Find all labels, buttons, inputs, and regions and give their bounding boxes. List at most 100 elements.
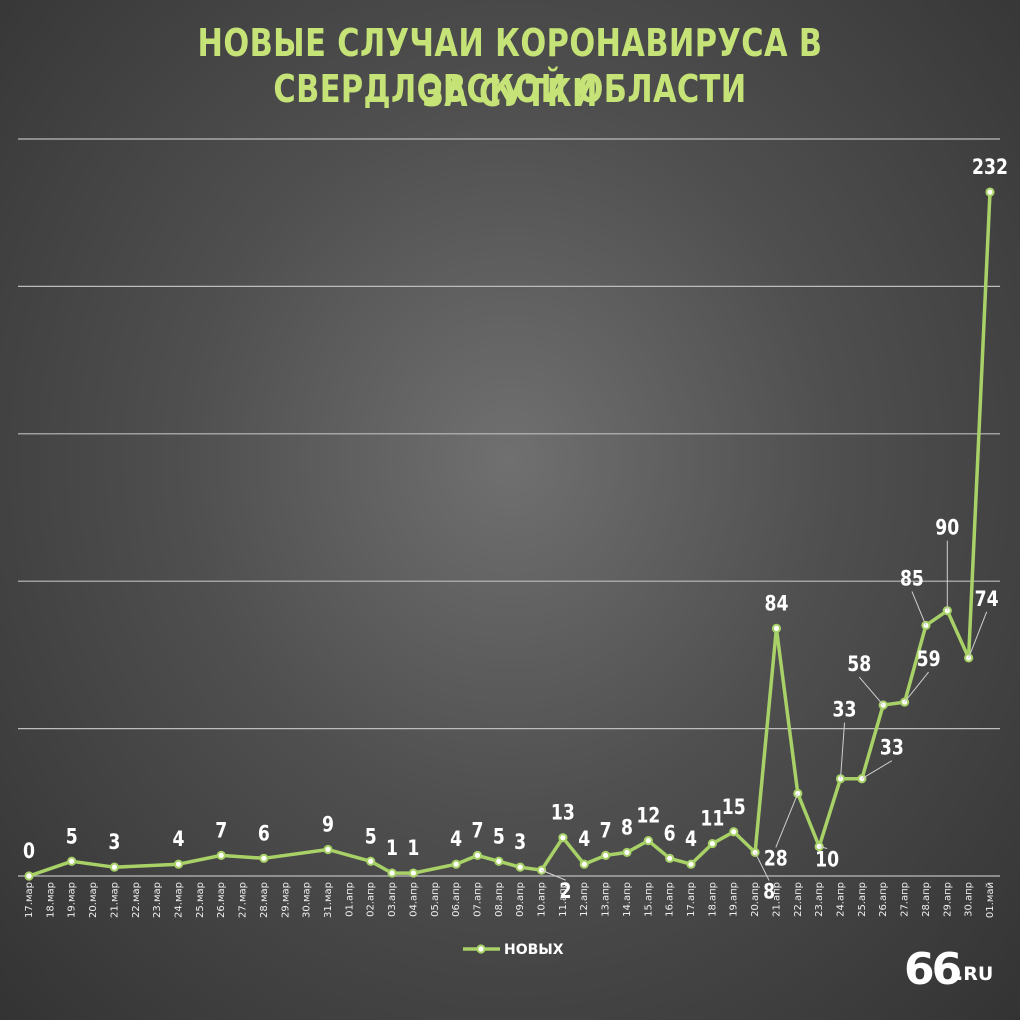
- x-tick-label: 30.апр: [964, 882, 975, 917]
- x-tick-label: 26.апр: [878, 882, 889, 917]
- x-tick-label: 13.апр: [601, 882, 612, 917]
- x-tick-label: 09.апр: [515, 882, 526, 917]
- x-tick-label: 17.мар: [24, 882, 35, 918]
- legend-label: НОВЫХ: [504, 942, 564, 958]
- x-tick-label: 02.апр: [366, 882, 377, 917]
- data-point: [622, 847, 632, 858]
- data-label: 3: [108, 829, 120, 854]
- data-label: 33: [833, 697, 857, 722]
- x-tick-label: 01.апр: [344, 882, 355, 917]
- data-label: 4: [172, 827, 184, 852]
- data-label: 85: [900, 566, 924, 591]
- data-label: 13: [551, 800, 575, 825]
- x-tick-label: 11.апр: [558, 882, 569, 917]
- data-point: [771, 623, 782, 633]
- x-tick-label: 10.апр: [537, 882, 548, 917]
- data-label: 7: [600, 818, 612, 843]
- data-point: [408, 868, 418, 878]
- data-label: 90: [935, 515, 959, 540]
- data-label: 6: [664, 821, 676, 846]
- x-tick-label: 22.мар: [131, 882, 142, 918]
- x-tick-label: 29.апр: [942, 882, 953, 917]
- data-label: 8: [763, 879, 775, 904]
- data-point: [921, 620, 931, 631]
- x-tick-label: 21.апр: [771, 882, 782, 917]
- data-label-leader: [858, 676, 884, 706]
- data-label: 6: [258, 821, 270, 846]
- data-label: 12: [636, 803, 660, 828]
- x-tick-label: 27.мар: [238, 882, 249, 918]
- x-tick-label: 03.апр: [387, 882, 398, 917]
- data-label: 232: [972, 154, 1008, 179]
- data-label-leader: [904, 671, 929, 703]
- data-point: [323, 844, 333, 855]
- x-tick-label: 20.апр: [750, 882, 761, 917]
- data-label: 28: [764, 846, 788, 871]
- data-label: 1: [407, 835, 419, 860]
- x-tick-label: 08.апр: [494, 882, 505, 917]
- data-label: 74: [975, 586, 999, 611]
- series-line: [28, 192, 992, 878]
- data-point: [665, 853, 675, 863]
- data-label: 5: [66, 824, 78, 849]
- x-tick-label: 29.мар: [280, 882, 291, 918]
- data-label-leader: [775, 793, 799, 848]
- data-point: [558, 833, 568, 843]
- x-tick-label: 18.апр: [707, 882, 718, 917]
- x-tick-label: 12.апр: [579, 882, 590, 917]
- data-point: [387, 868, 397, 878]
- data-label: 11: [700, 806, 724, 831]
- data-point: [24, 871, 34, 881]
- x-tick-label: 25.мар: [195, 882, 206, 918]
- data-label-leader: [541, 869, 566, 881]
- legend-marker-swatch: [476, 944, 486, 954]
- data-point: [216, 850, 226, 860]
- data-label: 5: [365, 824, 377, 849]
- x-tick-label: 31.мар: [323, 882, 334, 918]
- data-label: 33: [880, 735, 904, 760]
- data-point: [451, 859, 461, 869]
- x-tick-label: 23.мар: [152, 882, 163, 918]
- x-tick-label: 27.апр: [900, 882, 911, 917]
- x-tick-label: 26.мар: [216, 882, 227, 918]
- x-tick-label: 07.апр: [472, 882, 483, 917]
- data-label: 1: [386, 835, 398, 860]
- data-point: [366, 856, 376, 866]
- data-point: [686, 859, 696, 869]
- data-point: [601, 850, 611, 860]
- data-point: [515, 862, 525, 872]
- x-tick-label: 01.май: [985, 882, 996, 918]
- data-label: 59: [917, 646, 941, 671]
- data-point: [707, 838, 717, 849]
- data-label-leader: [840, 722, 846, 779]
- x-tick-label: 18.мар: [45, 882, 56, 918]
- x-tick-label: 20.мар: [88, 882, 99, 918]
- x-tick-label: 24.апр: [836, 882, 847, 917]
- x-tick-label: 30.мар: [302, 882, 313, 918]
- data-label: 9: [322, 812, 334, 837]
- x-tick-label: 28.мар: [259, 882, 270, 918]
- data-label: 15: [722, 794, 746, 819]
- data-label: 2: [560, 878, 572, 903]
- data-label: 4: [450, 827, 462, 852]
- x-tick-label: 28.апр: [921, 882, 932, 917]
- logo-suffix: .RU: [956, 963, 994, 985]
- x-tick-label: 17.апр: [686, 882, 697, 917]
- chart-title-line-2: ЗА СУТКИ: [422, 71, 598, 115]
- x-tick-label: 21.мар: [109, 882, 120, 918]
- data-point: [985, 187, 995, 197]
- data-label: 7: [215, 818, 227, 843]
- data-label-leader: [819, 846, 828, 850]
- x-tick-label: 19.апр: [729, 882, 740, 917]
- data-label: 10: [815, 847, 839, 872]
- x-tick-label: 14.апр: [622, 882, 633, 917]
- data-point: [109, 862, 120, 872]
- data-point: [494, 856, 504, 866]
- x-tick-label: 04.апр: [408, 882, 419, 917]
- data-label: 58: [847, 651, 871, 676]
- data-label-leader: [861, 760, 893, 780]
- data-label: 4: [578, 827, 590, 852]
- data-label: 0: [23, 838, 35, 863]
- data-label: 4: [685, 827, 697, 852]
